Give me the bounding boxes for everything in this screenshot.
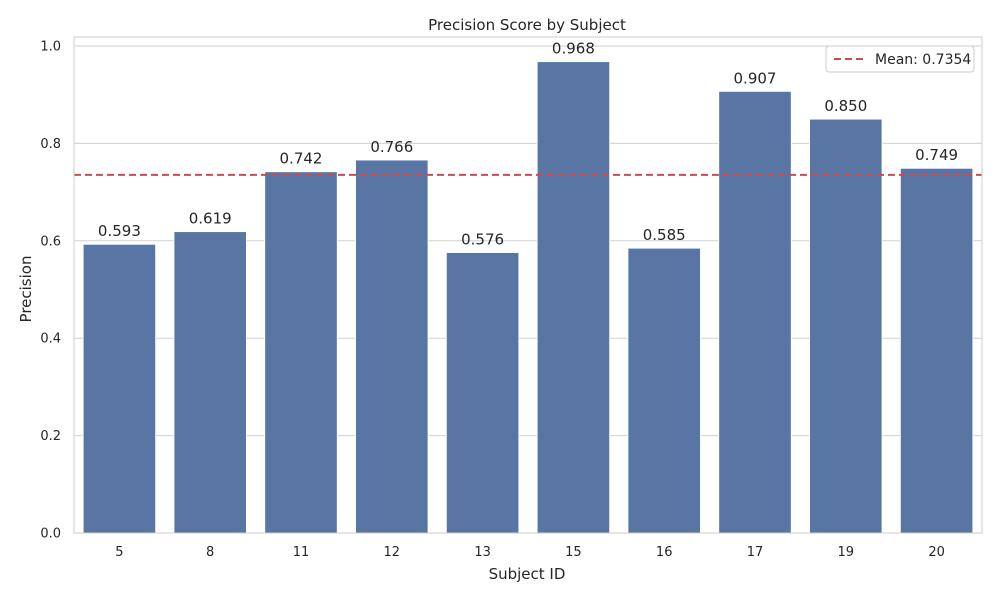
bar-value-label: 0.576 (461, 230, 504, 248)
bar-value-label: 0.850 (824, 97, 867, 115)
y-tick-label: 0.4 (40, 332, 61, 347)
x-tick-label: 19 (838, 545, 855, 560)
bar-value-label: 0.585 (643, 226, 686, 244)
x-axis-label: Subject ID (489, 565, 566, 583)
bar-value-label: 0.766 (370, 138, 413, 156)
x-tick-label: 12 (384, 545, 401, 560)
x-tick-label: 5 (115, 545, 123, 560)
chart-title: Precision Score by Subject (428, 16, 626, 34)
x-tick-label: 15 (565, 545, 582, 560)
bar (718, 90, 792, 534)
bar (445, 251, 520, 534)
axis-ticks: 0.0 0.2 0.4 0.6 0.8 1.0 5 8 11 12 13 15 16 17 19 20 (40, 40, 945, 561)
y-axis-label: Precision (17, 256, 35, 323)
legend-box (825, 45, 975, 73)
x-tick-label: 11 (293, 545, 310, 560)
bar (899, 167, 974, 534)
bars (82, 61, 974, 534)
y-tick-label: 0.6 (40, 234, 61, 249)
x-tick-label: 8 (206, 545, 214, 560)
bar (354, 159, 429, 534)
y-tick-label: 0.2 (40, 429, 61, 444)
bar (264, 171, 338, 534)
bar (82, 243, 157, 534)
bar-value-label: 0.619 (189, 210, 232, 228)
bar-value-label: 0.742 (280, 150, 323, 168)
bar-value-label: 0.749 (915, 146, 958, 164)
bar (627, 247, 702, 534)
plot-frame (73, 36, 983, 534)
legend-label: Mean: 0.7354 (875, 52, 971, 68)
bar-value-labels: 0.593 0.619 0.742 0.766 0.576 0.968 0.585 0.907… (98, 40, 958, 249)
x-tick-label: 20 (928, 545, 945, 560)
bar-value-label: 0.968 (552, 40, 595, 58)
bar-value-label: 0.593 (98, 222, 141, 240)
x-tick-label: 16 (656, 545, 673, 560)
y-tick-label: 1.0 (40, 40, 61, 55)
bar (536, 61, 611, 534)
bar (808, 118, 883, 534)
bar (173, 231, 248, 534)
bar-value-label: 0.907 (734, 69, 777, 87)
y-tick-label: 0.8 (40, 137, 61, 152)
x-tick-label: 17 (747, 545, 764, 560)
x-tick-label: 13 (474, 545, 491, 560)
y-tick-label: 0.0 (40, 527, 61, 542)
legend: Mean: 0.7354 (825, 45, 975, 73)
